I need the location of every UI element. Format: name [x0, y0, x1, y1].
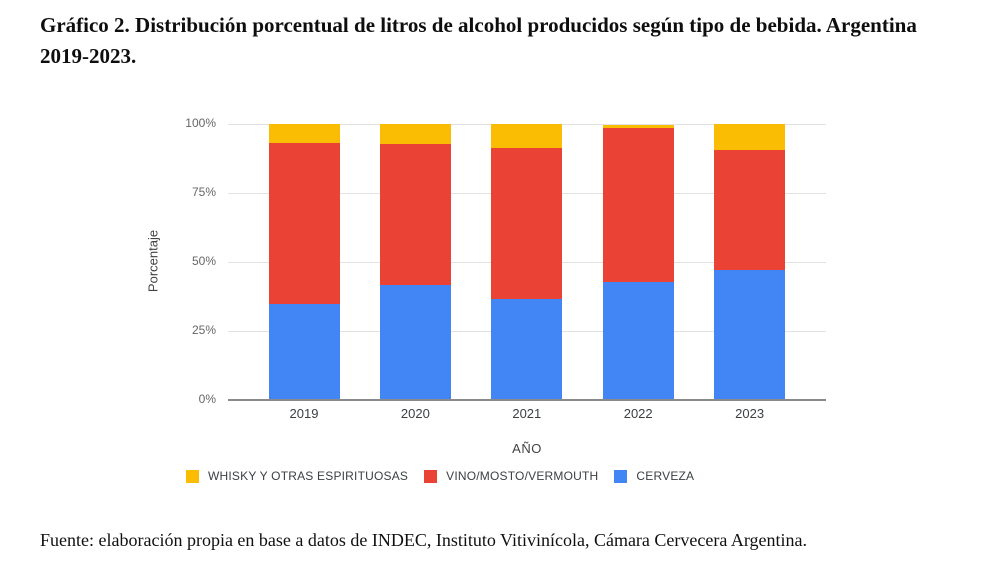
y-tick-100: 100% [185, 115, 216, 130]
bar-2023-cerveza [714, 269, 786, 400]
x-tick-2023: 2023 [735, 406, 765, 421]
legend-label-cerveza: CERVEZA [636, 469, 695, 483]
bar-2020-whisky-y-otras-espirituosas [379, 123, 451, 145]
legend-label-whisky-y-otras-espirituosas: WHISKY Y OTRAS ESPIRITUOSAS [208, 469, 409, 483]
bar-2022-whisky-y-otras-espirituosas [602, 124, 674, 128]
x-axis-title: AÑO [512, 441, 542, 456]
legend-label-vino-mosto-vermouth: VINO/MOSTO/VERMOUTH [446, 469, 599, 483]
bar-2022-cerveza [602, 282, 674, 400]
bar-2021-cerveza [491, 298, 563, 400]
legend-swatch-cerveza [614, 469, 628, 483]
legend-item-whisky-y-otras-espirituosas: WHISKY Y OTRAS ESPIRITUOSAS [186, 469, 408, 483]
x-tick-2020: 2020 [400, 406, 430, 421]
source-note: Fuente: elaboración propia en base a dat… [40, 530, 808, 550]
y-tick-50: 50% [191, 253, 216, 268]
chart-legend: WHISKY Y OTRAS ESPIRITUOSAS VINO/MOSTO/VE… [186, 469, 694, 483]
bar-2022-vino-mosto-vermouth [602, 127, 674, 283]
bar-2023-vino-mosto-vermouth [714, 149, 786, 270]
bar-2019-cerveza [268, 304, 340, 400]
gridline-0 [228, 398, 826, 401]
x-tick-2019: 2019 [289, 406, 319, 421]
x-tick-2022: 2022 [623, 406, 653, 421]
y-tick-75: 75% [191, 184, 216, 199]
x-tick-2021: 2021 [512, 406, 542, 421]
legend-item-vino-mosto-vermouth: VINO/MOSTO/VERMOUTH [424, 469, 598, 483]
chart-title: Gráfico 2. Distribución porcentual de li… [40, 13, 917, 68]
bar-2020-cerveza [379, 284, 451, 400]
bar-2021-vino-mosto-vermouth [491, 148, 563, 299]
bar-2020-vino-mosto-vermouth [379, 144, 451, 285]
legend-item-cerveza: CERVEZA [614, 469, 694, 483]
y-tick-0: 0% [198, 391, 216, 406]
bar-2019-vino-mosto-vermouth [268, 142, 340, 305]
legend-swatch-vino-mosto-vermouth [424, 469, 438, 483]
bar-2023-whisky-y-otras-espirituosas [714, 123, 786, 150]
bar-2021-whisky-y-otras-espirituosas [491, 123, 563, 149]
legend-swatch-whisky-y-otras-espirituosas [186, 469, 199, 483]
y-tick-25: 25% [191, 322, 216, 337]
bar-2019-whisky-y-otras-espirituosas [268, 123, 340, 143]
